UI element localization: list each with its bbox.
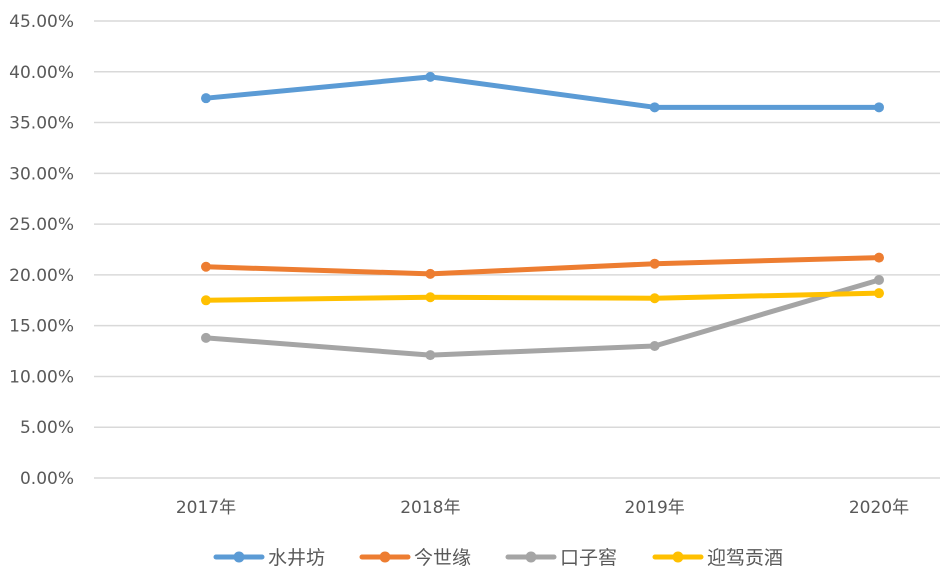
series-line (203, 277, 882, 358)
y-tick-label: 30.00% (9, 164, 74, 184)
x-axis-tick-labels: 2017年 2018年 2019年 2020年 (176, 498, 909, 518)
y-tick-label: 40.00% (9, 63, 74, 83)
data-point (425, 71, 436, 82)
y-tick-label: 15.00% (9, 317, 74, 337)
data-point (874, 102, 884, 113)
data-point (874, 274, 884, 285)
x-tick-label: 2020年 (849, 498, 909, 518)
data-point (874, 252, 884, 263)
y-tick-label: 20.00% (9, 266, 74, 286)
legend-label: 今世缘 (414, 547, 471, 569)
legend-label: 迎驾贡酒 (707, 547, 783, 569)
data-point (649, 340, 660, 351)
data-point (201, 295, 211, 306)
y-tick-label: 45.00% (9, 12, 74, 32)
data-point (425, 268, 436, 279)
legend-swatch-marker (379, 551, 391, 563)
legend-item: 迎驾贡酒 (652, 547, 783, 569)
data-point (201, 332, 211, 343)
y-tick-label: 25.00% (9, 215, 74, 235)
y-tick-label: 35.00% (9, 114, 74, 134)
x-tick-label: 2018年 (400, 498, 460, 518)
data-point (425, 292, 436, 303)
gridlines (94, 20, 940, 479)
legend: 水井坊 今世缘 口子窖 迎驾贡酒 (213, 547, 783, 569)
legend-item: 水井坊 (213, 547, 325, 569)
data-point (649, 293, 660, 304)
y-tick-label: 0.00% (20, 469, 74, 489)
data-point (874, 288, 884, 299)
series-0 (201, 71, 884, 113)
y-tick-label: 10.00% (9, 367, 74, 387)
y-axis-tick-labels: 0.00% 5.00% 10.00% 15.00% 20.00% 25.00% 30.00%… (9, 12, 74, 489)
data-point (649, 102, 660, 113)
series-line (203, 255, 882, 277)
y-tick-label: 5.00% (20, 418, 74, 438)
x-tick-label: 2019年 (625, 498, 685, 518)
legend-swatch-marker (525, 551, 537, 563)
legend-swatch-marker (233, 551, 245, 563)
x-tick-label: 2017年 (176, 498, 236, 518)
legend-label: 水井坊 (268, 547, 325, 569)
legend-item: 今世缘 (359, 547, 471, 569)
series-lines (201, 71, 884, 361)
legend-swatch-marker (672, 551, 684, 563)
data-point (201, 261, 211, 272)
series-1 (201, 252, 884, 279)
data-point (425, 350, 436, 361)
series-line (203, 74, 882, 110)
series-2 (201, 274, 884, 361)
series-3 (201, 288, 884, 306)
data-point (201, 93, 211, 104)
legend-label: 口子窖 (560, 547, 617, 569)
legend-item: 口子窖 (505, 547, 617, 569)
data-point (649, 258, 660, 269)
series-line (203, 290, 882, 303)
